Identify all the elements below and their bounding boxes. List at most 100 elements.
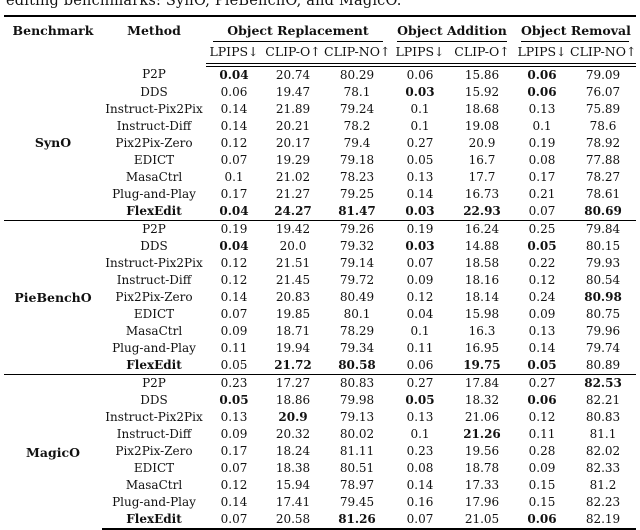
table-row: PieBenchO P2P 0.19 19.42 79.26 0.19 16.24 0.25 7… (4, 220, 637, 375)
table-row: MagicO P2P 0.23 17.27 80.83 0.27 17.84 0.27 82.5… (4, 374, 637, 529)
metric-value: 14.88 (464, 239, 500, 253)
metric-value: 18.58 (464, 256, 500, 270)
metric-value: 16.24 (450, 220, 514, 238)
metric-value: 20.0 (279, 239, 307, 253)
metric-value: 0.1 (410, 427, 430, 441)
metric-value: 17.96 (464, 495, 500, 509)
benchmark-label: MagicO (4, 374, 102, 529)
metric-value: 20.17 (275, 136, 311, 150)
metric-value: 79.32 (339, 239, 375, 253)
table-caption: editing benchmarks: SynO, PieBenchO, and… (4, 0, 636, 13)
metric-value: 81.2 (589, 478, 617, 492)
metric-value: 0.03 (405, 239, 435, 253)
metric-value: 16.95 (464, 341, 500, 355)
metric-value: 16.73 (464, 187, 500, 201)
metric-value: 80.1 (343, 307, 371, 321)
metric-value: 0.07 (206, 511, 262, 530)
table-row: EDICT 0.07 19.29 79.18 0.05 16.7 0.08 77.88 (4, 152, 636, 169)
metric-value: 78.61 (585, 187, 621, 201)
method-label: DDS (140, 393, 168, 407)
metric-value: 0.06 (220, 85, 248, 99)
method-label: Instruct-Pix2Pix (105, 256, 203, 270)
metric-value: 79.72 (339, 273, 375, 287)
metric-value: 0.04 (406, 307, 434, 321)
method-label: Instruct-Diff (116, 273, 192, 287)
table-row: FlexEdit 0.04 24.27 81.47 0.03 22.93 0.07 80.69 (4, 203, 636, 221)
metric-value: 80.02 (339, 427, 375, 441)
table-row: Plug-and-Play 0.17 21.27 79.25 0.14 16.73 0.21… (4, 186, 636, 203)
metric-value: 21.02 (275, 170, 311, 184)
metric-value: 17.41 (275, 495, 311, 509)
metric-value: 0.12 (220, 273, 248, 287)
metric-value: 20.21 (275, 119, 311, 133)
group-header-object-removal: Object Removal (514, 15, 637, 42)
metric-value: 75.89 (585, 102, 621, 116)
table-row: Instruct-Diff 0.14 20.21 78.2 0.1 19.08 0.1 78.… (4, 118, 636, 135)
metric-value: 15.86 (464, 68, 500, 82)
metric-value: 0.14 (220, 119, 248, 133)
metric-value: 77.88 (585, 153, 621, 167)
metric-value: 0.14 (528, 341, 556, 355)
metric-value: 78.6 (589, 119, 617, 133)
metric-value: 19.85 (275, 307, 311, 321)
group-label: Object Replacement (213, 21, 383, 42)
metric-value: 82.19 (570, 511, 637, 530)
metric-value: 0.28 (528, 444, 556, 458)
metric-value: 0.23 (406, 444, 434, 458)
metric-value: 21.26 (463, 427, 501, 441)
metric-value: 0.08 (528, 153, 556, 167)
table-row: Pix2Pix-Zero 0.17 18.24 81.11 0.23 19.56 0.28 8… (4, 443, 636, 460)
metric-value: 82.21 (585, 393, 621, 407)
metric-value: 0.03 (405, 204, 435, 218)
metric-value: 0.07 (528, 204, 556, 218)
metric-value: 0.1 (224, 170, 244, 184)
metric-value: 80.51 (339, 461, 375, 475)
metric-value: 0.13 (528, 102, 556, 116)
col-header-lpips: LPIPS↓ (206, 42, 262, 67)
metric-value: 82.33 (585, 461, 621, 475)
method-label: Instruct-Diff (116, 427, 192, 441)
metric-value: 21.05 (450, 511, 514, 530)
col-header-clip-o: CLIP-O↑ (450, 42, 514, 67)
metric-value: 0.12 (220, 256, 248, 270)
metric-value: 21.45 (275, 273, 311, 287)
metric-value: 79.34 (339, 341, 375, 355)
method-label: FlexEdit (126, 358, 182, 372)
col-header-method: Method (102, 15, 206, 65)
table-row: DDS 0.06 19.47 78.1 0.03 15.92 0.06 76.07 (4, 84, 636, 101)
method-label: P2P (102, 374, 206, 392)
metric-value: 79.25 (339, 187, 375, 201)
metric-value: 0.06 (406, 68, 434, 82)
metric-value: 18.86 (275, 393, 311, 407)
table-row: Instruct-Pix2Pix 0.12 21.51 79.14 0.07 18.58 0… (4, 255, 636, 272)
metric-value: 76.07 (585, 85, 621, 99)
metric-value: 0.12 (406, 290, 434, 304)
metric-value: 0.06 (527, 393, 557, 407)
method-label: Plug-and-Play (112, 187, 196, 201)
metric-value: 79.84 (570, 220, 637, 238)
method-label: EDICT (133, 307, 175, 321)
metric-value: 21.89 (275, 102, 311, 116)
metric-value: 15.94 (275, 478, 311, 492)
metric-value: 0.13 (528, 324, 556, 338)
benchmark-label: PieBenchO (4, 220, 102, 375)
metric-value: 0.03 (405, 85, 435, 99)
group-label: Object Removal (521, 21, 631, 42)
metric-value: 19.56 (464, 444, 500, 458)
col-header-clip-no: CLIP-NO↑ (570, 42, 637, 67)
metric-value: 18.32 (464, 393, 500, 407)
method-label: MasaCtrl (125, 324, 183, 338)
table-row: Instruct-Diff 0.09 20.32 80.02 0.1 21.26 0.11 8… (4, 426, 636, 443)
metric-value: 80.15 (585, 239, 621, 253)
metric-value: 78.92 (585, 136, 621, 150)
group-header-object-replacement: Object Replacement (206, 15, 390, 42)
table-row: Plug-and-Play 0.11 19.94 79.34 0.11 16.95 0.14… (4, 340, 636, 357)
table-row: MasaCtrl 0.1 21.02 78.23 0.13 17.7 0.17 78.27 (4, 169, 636, 186)
table-row: EDICT 0.07 19.85 80.1 0.04 15.98 0.09 80.75 (4, 306, 636, 323)
group-header-row: Benchmark Method Object Replacement Obje… (4, 15, 637, 65)
benchmark-table: Benchmark Method Object Replacement Obje… (4, 15, 637, 530)
metric-value: 18.16 (464, 273, 500, 287)
metric-value: 0.16 (406, 495, 434, 509)
method-label: DDS (140, 239, 168, 253)
